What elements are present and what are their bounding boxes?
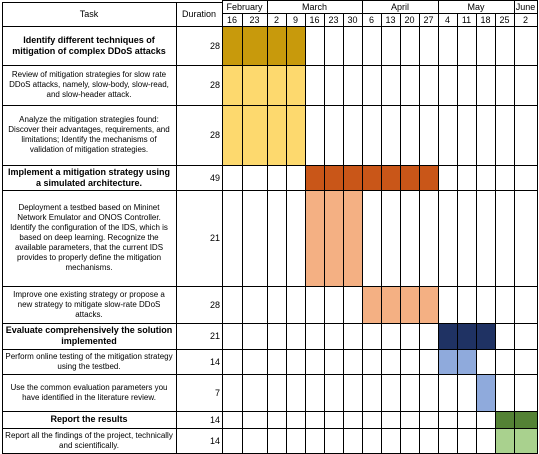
grid-line xyxy=(381,13,382,453)
week-label: 18 xyxy=(480,14,491,25)
task-duration: 28 xyxy=(209,80,220,90)
grid-line xyxy=(2,2,3,453)
gantt-bar xyxy=(495,428,537,453)
grid-line xyxy=(2,2,222,3)
task-name: Use the common evaluation parameters you… xyxy=(10,382,168,402)
grid-line xyxy=(222,0,223,453)
grid-line xyxy=(2,286,538,287)
task-duration: 21 xyxy=(209,331,220,341)
grid-line xyxy=(2,349,538,350)
grid-line xyxy=(2,165,538,166)
gantt-bar xyxy=(222,105,305,165)
grid-line xyxy=(476,13,477,453)
task-duration: 28 xyxy=(209,130,220,140)
week-label: 11 xyxy=(461,14,472,25)
week-label: 16 xyxy=(309,14,320,25)
task-duration: 21 xyxy=(209,233,220,243)
grid-line xyxy=(242,13,243,453)
task-name: Evaluate comprehensively the solution im… xyxy=(5,325,173,346)
grid-line xyxy=(286,13,287,453)
grid-line xyxy=(495,13,496,453)
grid-line xyxy=(438,0,439,453)
grid-line xyxy=(222,13,538,14)
week-label: 20 xyxy=(404,14,415,25)
week-label: 16 xyxy=(226,14,237,25)
gantt-bar xyxy=(222,65,305,105)
grid-line xyxy=(2,323,538,324)
gantt-bar xyxy=(222,26,305,65)
task-duration: 28 xyxy=(209,40,220,51)
task-duration: 28 xyxy=(209,299,220,310)
gantt-bar xyxy=(495,411,537,428)
task-name: Implement a mitigation strategy using a … xyxy=(7,166,171,188)
grid-line xyxy=(2,190,538,191)
task-duration: 49 xyxy=(209,172,220,183)
grid-line xyxy=(2,428,538,429)
duration-column-header: Duration xyxy=(181,9,217,19)
grid-line xyxy=(362,0,363,453)
grid-line xyxy=(537,0,538,453)
gantt-bar xyxy=(305,165,438,190)
task-column-header: Task xyxy=(79,9,99,19)
gantt-bar xyxy=(438,323,495,349)
task-name: Report the results xyxy=(50,414,128,424)
grid-line xyxy=(324,13,325,453)
task-duration: 14 xyxy=(209,414,220,425)
grid-line xyxy=(2,26,538,27)
task-name: Improve one existing strategy or propose… xyxy=(13,289,165,319)
month-label: April xyxy=(390,1,409,12)
week-label: 6 xyxy=(368,14,374,25)
grid-line xyxy=(2,411,538,412)
week-label: 23 xyxy=(328,14,339,25)
task-name: Report all the findings of the project, … xyxy=(5,430,173,450)
task-name: Analyze the mitigation strategies found:… xyxy=(8,115,170,154)
week-label: 9 xyxy=(292,14,298,25)
week-label: 4 xyxy=(444,14,450,25)
week-label: 30 xyxy=(347,14,358,25)
grid-line xyxy=(419,13,420,453)
task-name: Deployment a testbed based on Mininet Ne… xyxy=(10,203,168,272)
gantt-bar xyxy=(476,374,495,411)
month-label: June xyxy=(515,1,536,12)
grid-line xyxy=(222,0,538,1)
grid-line xyxy=(400,13,401,453)
grid-line xyxy=(457,13,458,453)
week-label: 2 xyxy=(522,14,528,25)
grid-line xyxy=(2,65,538,66)
month-label: March xyxy=(301,1,327,12)
grid-line xyxy=(514,0,515,453)
grid-line xyxy=(305,13,306,453)
week-label: 13 xyxy=(385,14,396,25)
task-duration: 14 xyxy=(209,356,220,367)
week-label: 27 xyxy=(423,14,434,25)
week-label: 25 xyxy=(499,14,510,25)
month-label: May xyxy=(467,1,485,12)
task-duration: 7 xyxy=(214,387,220,398)
month-label: February xyxy=(226,1,263,12)
gantt-bar xyxy=(305,190,362,286)
grid-line xyxy=(176,2,177,453)
grid-line xyxy=(2,374,538,375)
week-label: 2 xyxy=(273,14,279,25)
grid-line xyxy=(343,13,344,453)
task-name: Review of mitigation strategies for slow… xyxy=(9,70,169,99)
task-name: Identify different techniques of mitigat… xyxy=(12,34,166,56)
week-label: 23 xyxy=(249,14,260,25)
grid-line xyxy=(267,0,268,453)
task-duration: 14 xyxy=(209,435,220,446)
task-name: Perform online testing of the mitigation… xyxy=(5,351,173,371)
grid-line xyxy=(2,105,538,106)
